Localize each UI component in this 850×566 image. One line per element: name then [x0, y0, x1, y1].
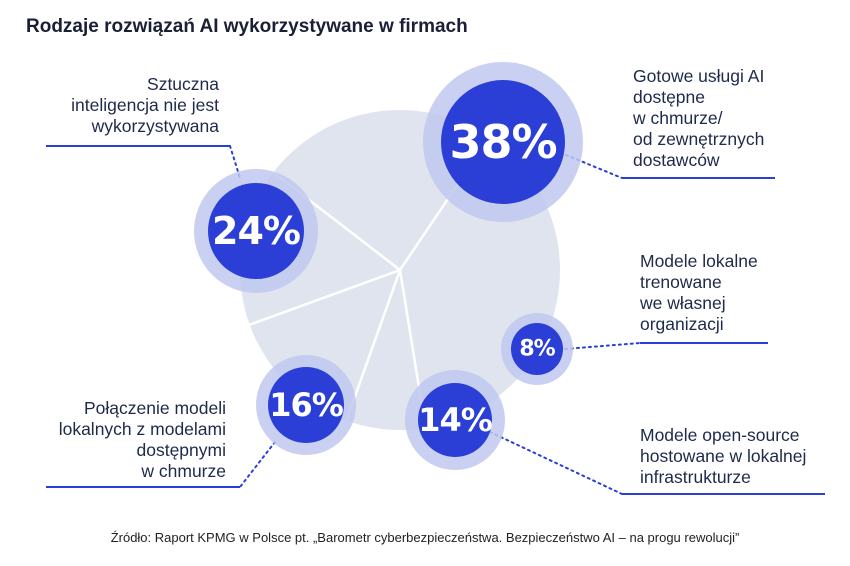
leader-line-2 — [564, 342, 641, 350]
slice-label-2-line-3: we własnej — [639, 293, 726, 313]
chart-title: Rodzaje rozwiązań AI wykorzystywane w fi… — [26, 16, 468, 37]
slice-label-5-line-2: inteligencja nie jest — [71, 95, 219, 115]
bubble-inner-4 — [268, 367, 344, 443]
slice-label-1-line-5: dostawców — [633, 150, 720, 170]
leader-line-5 — [229, 145, 241, 179]
slice-label-2: Modele lokalne trenowane we własnej organiz… — [639, 251, 758, 334]
leader-line-4 — [239, 441, 276, 488]
slice-value-4: 16% — [269, 386, 344, 424]
bubble-inner-5 — [208, 183, 304, 279]
slice-value-5: 24% — [212, 209, 300, 253]
slice-label-1-line-2: dostępne — [633, 87, 705, 107]
slice-label-2-line-4: organizacji — [640, 314, 724, 334]
slice-label-5: Sztuczna inteligencja nie jest wykorzystyw… — [71, 74, 219, 136]
slice-label-3-line-1: Modele open-source — [640, 425, 800, 445]
slice-label-1-line-3: w chmurze/ — [632, 108, 723, 128]
slice-label-3: Modele open-source hostowane w lokalnej in… — [640, 425, 806, 487]
bubble-inner-1 — [441, 80, 565, 204]
slice-label-1: Gotowe usługi AI dostępne w chmurze/od zew… — [632, 66, 764, 170]
slice-label-5-line-1: Sztuczna — [147, 74, 219, 94]
leader-line-3 — [489, 431, 623, 495]
slice-value-2: 8% — [519, 337, 555, 362]
pie-slice-divider-3 — [345, 269, 402, 422]
bubble-inner-3 — [418, 383, 492, 457]
slice-value-1: 38% — [449, 115, 556, 169]
pie-slice-divider-4 — [249, 268, 401, 326]
slice-label-3-line-2: hostowane w lokalnej — [640, 446, 806, 466]
slice-label-1-line-4: od zewnętrznych — [633, 129, 764, 149]
slice-label-2-line-2: trenowane — [640, 272, 722, 292]
slice-label-5-line-3: wykorzystywana — [91, 116, 220, 136]
slice-label-4-line-1: Połączenie modeli — [84, 398, 226, 418]
slice-label-2-line-1: Modele lokalne — [640, 251, 758, 271]
bubble-inner-2 — [511, 323, 563, 375]
slice-label-4: Połączenie modeli lokalnych z modelami dos… — [59, 398, 226, 481]
slice-label-4-line-4: w chmurze — [140, 461, 226, 481]
slice-value-3: 14% — [418, 401, 493, 439]
slice-label-4-line-3: dostępnymi — [137, 440, 227, 460]
slice-label-3-line-3: infrastrukturze — [640, 467, 751, 487]
leader-line-1 — [565, 154, 623, 179]
slice-label-1-line-1: Gotowe usługi AI — [633, 66, 764, 86]
slice-label-4-line-2: lokalnych z modelami — [59, 419, 226, 439]
source-note: Źródło: Raport KPMG w Polsce pt. „Barome… — [110, 530, 740, 545]
